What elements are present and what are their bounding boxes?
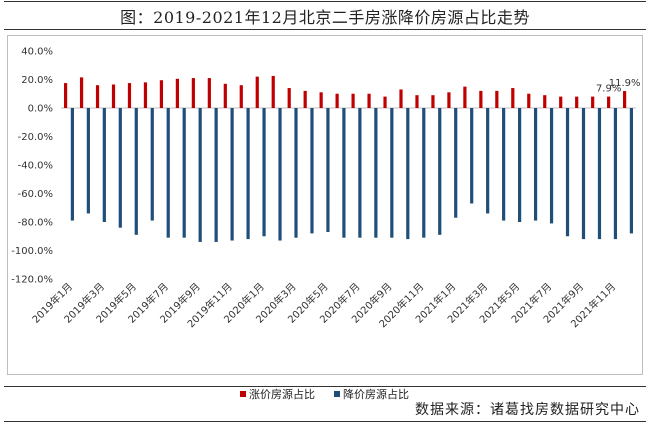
rise-bar <box>559 96 563 108</box>
fall-bar <box>102 108 106 222</box>
rise-bar <box>431 95 435 108</box>
y-tick-label: 0.0% <box>28 104 53 115</box>
rise-bar <box>543 95 547 108</box>
rise-bar <box>319 92 323 108</box>
fall-bar <box>581 108 586 240</box>
fall-bar <box>502 108 506 221</box>
fall-bar <box>597 108 602 240</box>
fall-bar <box>486 108 490 214</box>
fall-bar <box>326 108 330 232</box>
fall-bar <box>310 108 314 234</box>
rise-bar <box>95 85 100 108</box>
fall-bar <box>214 108 218 242</box>
rise-bar <box>159 80 164 108</box>
fall-bar <box>549 108 554 224</box>
fall-bar <box>182 108 186 238</box>
y-tick-label: -120.0% <box>11 275 53 286</box>
rise-bar <box>383 96 387 108</box>
fall-bar <box>150 108 154 221</box>
chart-frame: 40.0% 20.0% 0.0% -20.0% -40.0% -60.0% -80.0% -1… <box>7 35 643 401</box>
fall-bar <box>166 108 170 238</box>
top-rule <box>4 1 646 2</box>
source-rule <box>4 386 646 387</box>
fall-bar <box>438 108 442 235</box>
data-label: 11.9% <box>609 78 641 89</box>
fall-bar <box>613 108 618 240</box>
rise-bar <box>127 83 132 108</box>
rise-bar <box>479 90 483 108</box>
fall-bar <box>198 108 202 242</box>
rise-bar <box>591 96 595 108</box>
fall-bar <box>86 108 90 214</box>
fall-bar <box>358 108 362 238</box>
legend-item-rise: 涨价房源占比 <box>240 386 315 402</box>
bottom-rule <box>4 421 646 422</box>
fall-bar <box>518 108 522 222</box>
legend-item-fall: 降价房源占比 <box>334 386 409 402</box>
legend-label-fall: 降价房源占比 <box>343 388 409 401</box>
rise-bar <box>271 75 275 108</box>
fall-bar <box>342 108 346 238</box>
rise-bar <box>607 96 611 108</box>
rise-bar <box>415 95 419 108</box>
y-tick-label: -80.0% <box>18 218 53 229</box>
rise-bar <box>63 83 68 108</box>
title-rule <box>4 29 646 30</box>
y-tick-label: 20.0% <box>21 75 53 86</box>
fall-bar <box>454 108 458 218</box>
y-tick-label: -60.0% <box>18 189 53 200</box>
fall-bar <box>422 108 426 238</box>
source-note: 数据来源：诸葛找房数据研究中心 <box>415 402 640 418</box>
rise-bar <box>255 76 259 108</box>
fall-bar <box>565 108 570 237</box>
rise-bar <box>367 93 371 108</box>
rise-bar <box>351 93 355 108</box>
rise-bar <box>191 78 195 108</box>
fall-bar <box>390 108 394 238</box>
rise-bar <box>207 78 211 108</box>
legend-label-rise: 涨价房源占比 <box>249 388 315 401</box>
rise-bar <box>463 86 467 108</box>
rise-bar <box>287 88 291 108</box>
y-tick-label: 40.0% <box>21 47 53 58</box>
rise-bar <box>175 78 179 108</box>
fall-bar <box>294 108 298 238</box>
rise-bar <box>495 90 499 108</box>
fall-bar <box>629 108 634 234</box>
rise-bar <box>143 82 148 108</box>
data-label: 7.9% <box>596 84 621 95</box>
rise-bar <box>527 93 531 108</box>
rise-bar <box>447 92 451 108</box>
fall-bar <box>262 108 266 237</box>
fall-bar <box>533 108 538 221</box>
legend-swatch-rise <box>240 391 246 397</box>
y-tick-label: -40.0% <box>18 161 53 172</box>
fall-bar <box>246 108 250 240</box>
rise-bar <box>303 90 307 108</box>
rise-bar <box>79 77 84 108</box>
y-tick-label: -20.0% <box>18 132 53 143</box>
rise-bar <box>223 83 227 108</box>
fall-bar <box>134 108 138 235</box>
fall-bar <box>230 108 234 241</box>
fall-bar <box>374 108 378 238</box>
rise-bar <box>335 93 339 108</box>
fall-bar <box>278 108 282 241</box>
figure-title: 图：2019-2021年12月北京二手房涨降价房源占比走势 <box>120 8 530 27</box>
rise-bar <box>111 84 116 108</box>
fall-bar <box>70 108 74 221</box>
rise-bar <box>511 88 515 108</box>
rise-bar <box>399 89 403 108</box>
fall-bar <box>118 108 122 228</box>
rise-bar <box>623 91 627 108</box>
fall-bar <box>406 108 410 240</box>
legend-swatch-fall <box>334 391 340 397</box>
rise-bar <box>575 96 579 108</box>
chart-svg: 40.0% 20.0% 0.0% -20.0% -40.0% -60.0% -80.0% -1… <box>11 47 641 331</box>
rise-bar <box>239 85 243 108</box>
y-tick-label: -100.0% <box>11 246 53 257</box>
fall-bar <box>470 108 474 204</box>
